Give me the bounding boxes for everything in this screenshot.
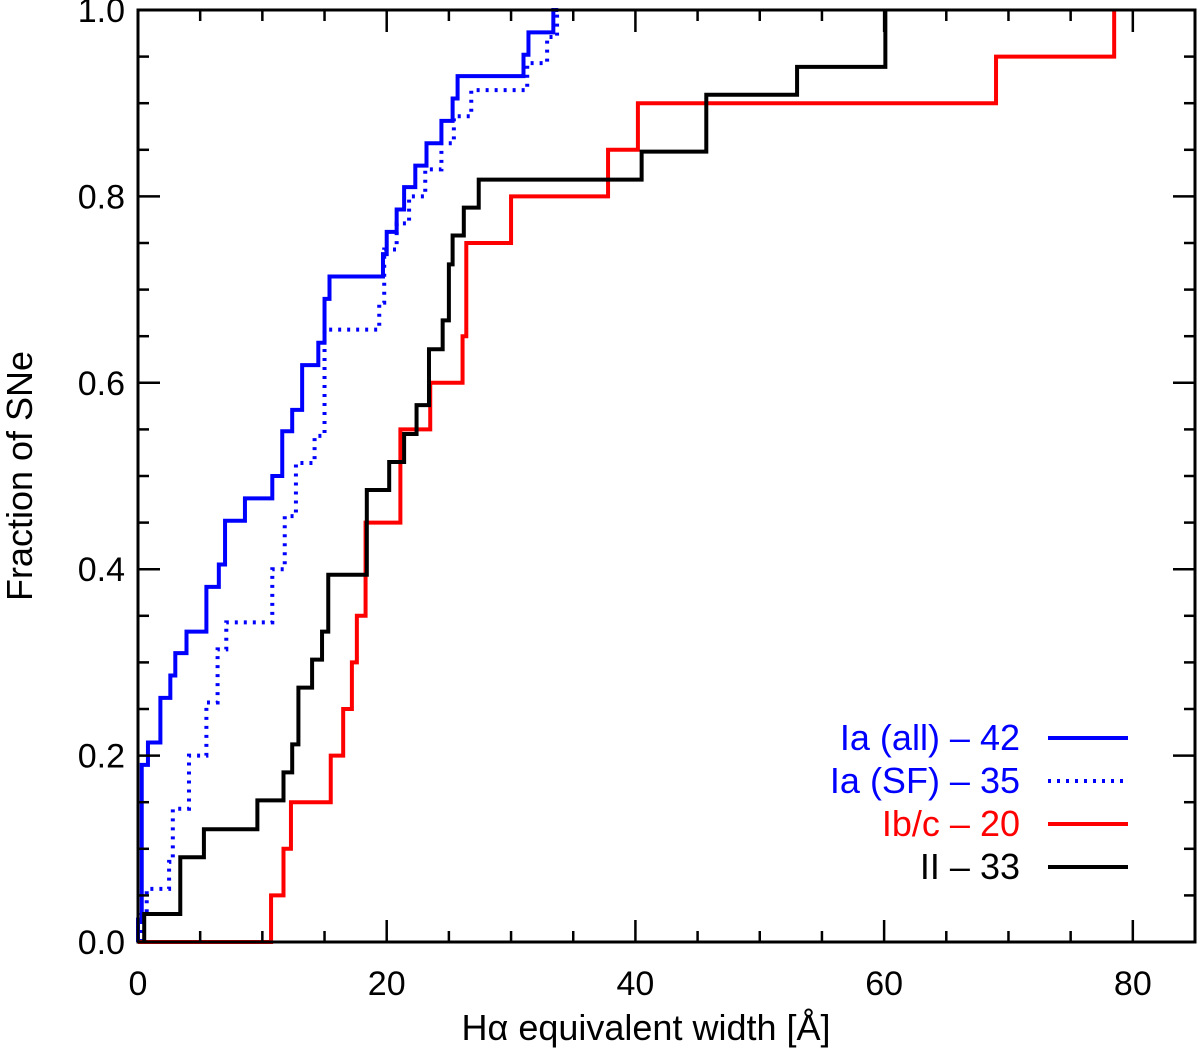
x-axis-title: Hα equivalent width [Å] — [462, 1007, 831, 1048]
series-line-4 — [142, 10, 888, 942]
series-line-1 — [136, 8, 559, 942]
y-axis-title: Fraction of SNe — [0, 351, 40, 601]
tick-labels: 0 20 40 60 80 0.0 0.2 0.4 0.6 0.8 1.0 — [78, 0, 1152, 1003]
series-line-2 — [138, 10, 560, 942]
legend-label-2: Ia (SF) – 35 — [830, 760, 1020, 801]
series-layer — [136, 8, 1117, 944]
y-tick-label: 0.2 — [78, 738, 125, 776]
x-tick-label: 60 — [865, 965, 903, 1003]
y-tick-label: 0.6 — [78, 365, 125, 403]
legend-label-1: Ia (all) – 42 — [840, 717, 1020, 758]
x-tick-label: 40 — [616, 965, 654, 1003]
y-tick-label: 0.4 — [78, 551, 125, 589]
plot-frame — [136, 8, 1197, 944]
x-tick-label: 0 — [129, 965, 148, 1003]
legend-label-3: Ib/c – 20 — [882, 803, 1020, 844]
legend-label-4: II – 33 — [920, 846, 1020, 887]
y-tick-label: 0.0 — [78, 924, 125, 962]
x-tick-label: 20 — [368, 965, 406, 1003]
y-tick-label: 0.8 — [78, 178, 125, 216]
series-line-3 — [138, 10, 1117, 944]
y-tick-label: 1.0 — [78, 0, 125, 30]
x-tick-label: 80 — [1114, 965, 1152, 1003]
